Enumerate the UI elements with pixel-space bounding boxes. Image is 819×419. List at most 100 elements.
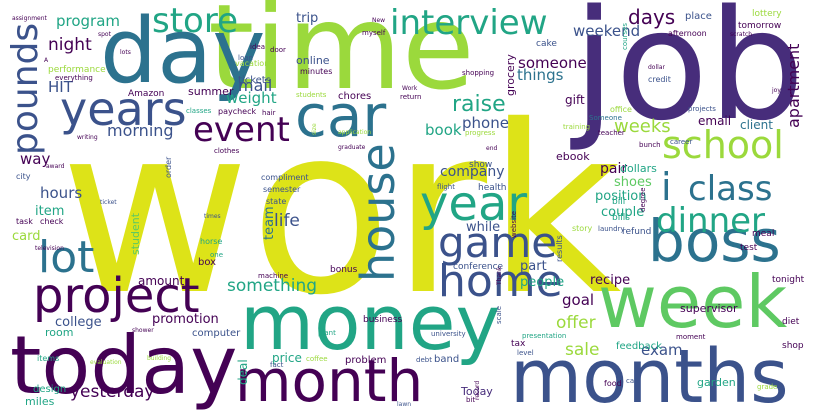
word: chores <box>338 91 372 102</box>
word: bill <box>612 197 626 207</box>
word: moment <box>676 333 706 341</box>
word: website <box>510 210 518 238</box>
word: school <box>662 123 784 167</box>
word: lawn <box>397 401 412 408</box>
word: student <box>129 212 142 255</box>
word: people <box>520 275 565 290</box>
word: state <box>266 197 287 206</box>
word: something <box>227 276 318 296</box>
word: Amazon <box>128 89 165 99</box>
word: couple <box>601 205 645 220</box>
word: day <box>100 0 266 104</box>
word: debt <box>416 356 432 364</box>
word: courses <box>621 22 629 50</box>
word: dollars <box>620 162 657 175</box>
word: food <box>604 379 622 388</box>
word: credit <box>648 75 671 84</box>
word: interview <box>390 3 548 43</box>
word: tonight <box>772 275 805 285</box>
word: fact <box>270 361 284 369</box>
word: things <box>517 66 564 84</box>
word: design <box>33 384 67 395</box>
word: myself <box>362 29 386 37</box>
word: position <box>595 189 647 204</box>
word: door <box>270 46 286 54</box>
word: money <box>240 278 501 367</box>
word: results <box>555 235 564 262</box>
word: joy <box>772 87 781 94</box>
word: vacation <box>235 59 270 68</box>
word: raise <box>452 92 506 117</box>
word: project <box>33 268 200 324</box>
word: team <box>262 206 277 240</box>
word: book <box>425 121 462 139</box>
word: university <box>431 330 466 338</box>
word: months <box>510 334 789 419</box>
word: yesterday <box>70 382 155 402</box>
word: clothes <box>214 147 240 155</box>
word: diet <box>782 317 800 327</box>
word: hours <box>40 184 83 202</box>
word: dollar <box>648 64 665 71</box>
word: writing <box>77 134 98 141</box>
word: offer <box>556 313 596 333</box>
word: city <box>16 172 31 181</box>
word: degree <box>639 187 647 212</box>
word: one <box>210 251 224 259</box>
word: lot <box>38 232 95 283</box>
word: test <box>740 243 758 253</box>
word: class <box>688 169 773 209</box>
word: paycheck <box>218 107 257 116</box>
word: end <box>486 145 498 152</box>
word: level <box>517 349 534 357</box>
word: presentation <box>522 332 567 340</box>
word: coffee <box>306 355 328 363</box>
word: feedback <box>616 341 662 352</box>
word: year <box>420 176 528 232</box>
word: progress <box>465 129 496 137</box>
word: idea <box>250 43 265 51</box>
word: pair <box>600 161 628 177</box>
word: afternoon <box>668 29 707 38</box>
word: application <box>338 129 372 136</box>
word: while <box>466 220 501 235</box>
word: grade <box>757 383 778 391</box>
word: apartment <box>784 43 803 128</box>
word: home <box>438 256 563 307</box>
word: supervisor <box>680 302 738 315</box>
word: store <box>152 1 238 41</box>
word: laundry <box>598 225 625 233</box>
word: shower <box>132 327 154 334</box>
word: call <box>626 377 639 385</box>
word: bills <box>612 213 630 223</box>
word: game <box>438 218 558 267</box>
word: goal <box>562 291 595 309</box>
word: exam <box>641 341 683 359</box>
word: teacher <box>598 129 625 137</box>
word: recipe <box>590 273 631 288</box>
word: car <box>295 82 387 150</box>
word: room <box>45 326 74 339</box>
word: deal <box>236 359 250 385</box>
word: bonus <box>330 265 358 275</box>
word: life <box>274 211 300 231</box>
word: summer <box>188 85 234 98</box>
word: today <box>10 319 238 412</box>
word: email <box>698 114 732 128</box>
word: garden <box>697 376 736 389</box>
word: times <box>204 213 221 220</box>
word: gift <box>565 93 585 107</box>
word: morning <box>107 121 174 140</box>
word: projects <box>688 105 716 113</box>
word: horse <box>200 237 223 246</box>
word: dinner <box>656 201 766 241</box>
word: ticket <box>100 199 117 206</box>
word: tomorrow <box>738 21 782 31</box>
word: college <box>55 315 102 330</box>
word: semester <box>263 185 301 194</box>
word: machine <box>258 272 289 280</box>
word: HIT <box>48 78 73 96</box>
word: story <box>572 224 593 233</box>
word: part <box>520 259 547 274</box>
